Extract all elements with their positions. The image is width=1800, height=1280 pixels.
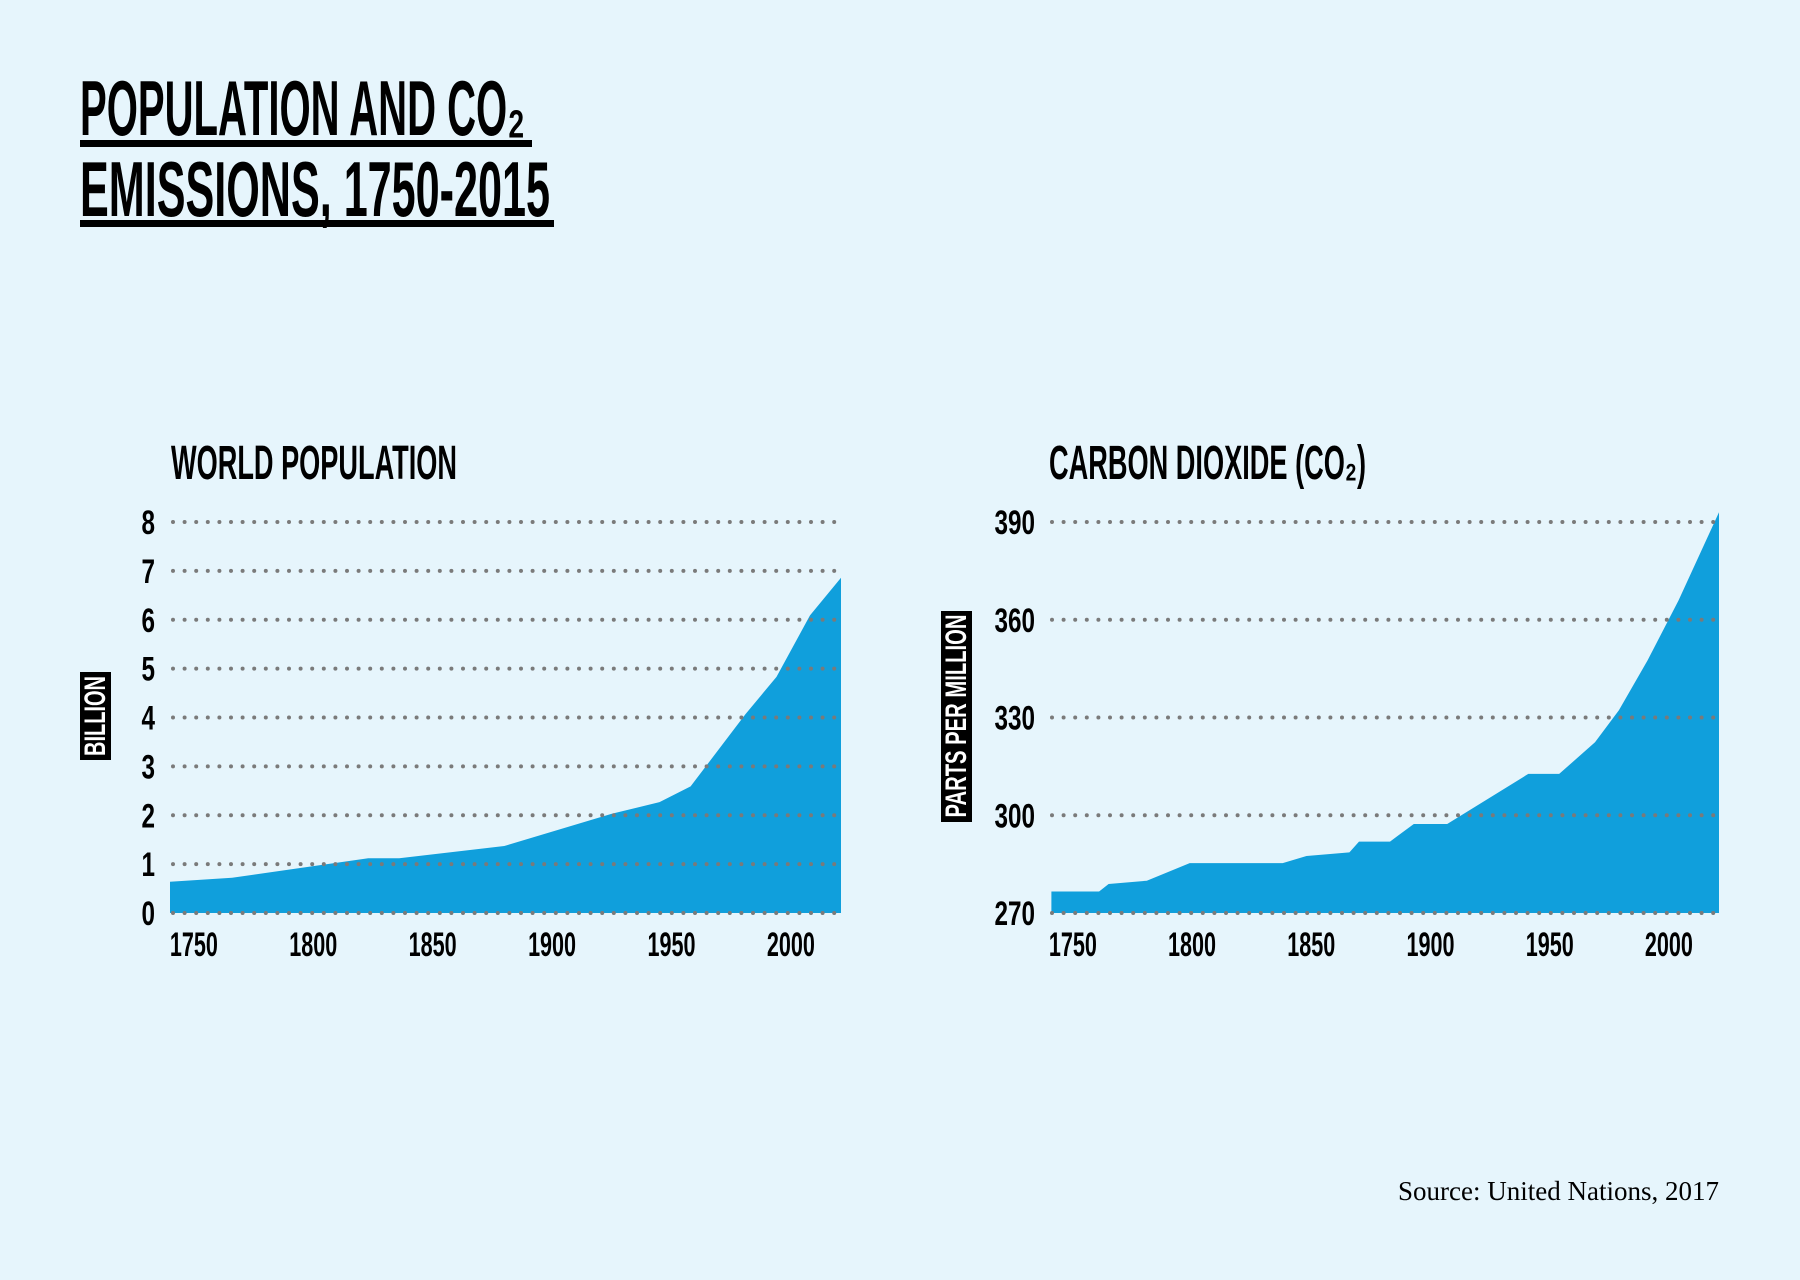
y-tick-label: 4 <box>142 700 156 738</box>
y-tick-label: 300 <box>995 797 1036 835</box>
y-axis-label-text: BILLION <box>79 676 112 756</box>
carbon-dioxide-chart: CARBON DIOXIDE (CO₂) PARTS PER MILLION 2… <box>940 437 1721 964</box>
x-tick-label: 1750 <box>1049 926 1097 964</box>
y-tick-label: 0 <box>142 895 156 933</box>
world-population-chart: WORLD POPULATION BILLION 0 1 2 3 4 5 6 7 8 1750 18… <box>79 437 843 964</box>
y-tick-label: 270 <box>995 895 1036 933</box>
y-axis-label-box <box>80 672 111 760</box>
x-tick-label: 1900 <box>528 926 576 964</box>
source-note: Source: United Nations, 2017 <box>1398 1176 1719 1206</box>
y-tick-label: 6 <box>142 602 156 640</box>
main-title: POPULATION AND CO₂ EMISSIONS, 1750-2015 <box>80 64 554 233</box>
y-tick-label: 7 <box>142 553 156 591</box>
x-tick-label: 1950 <box>1526 926 1574 964</box>
x-tick-label: 1950 <box>647 926 695 964</box>
y-axis-label-text: PARTS PER MILLION <box>940 615 973 818</box>
y-tick-label: 330 <box>995 700 1036 738</box>
area-series <box>170 577 841 913</box>
x-tick-label: 1800 <box>289 926 337 964</box>
x-tick-label: 1900 <box>1406 926 1454 964</box>
chart-title: WORLD POPULATION <box>171 437 457 490</box>
y-tick-label: 3 <box>142 748 156 786</box>
y-axis-label: PARTS PER MILLION <box>940 611 973 822</box>
y-axis-label: BILLION <box>79 672 112 760</box>
title-underline-2 <box>80 220 554 227</box>
x-tick-label: 2000 <box>767 926 815 964</box>
main-title-line-1: POPULATION AND CO₂ <box>80 64 525 152</box>
y-tick-label: 1 <box>142 846 156 884</box>
y-tick-label: 2 <box>142 797 156 835</box>
x-tick-label: 1850 <box>1287 926 1335 964</box>
area-series <box>1051 512 1719 913</box>
title-underline-1 <box>80 140 532 147</box>
x-tick-label: 1800 <box>1168 926 1216 964</box>
main-title-line-2: EMISSIONS, 1750-2015 <box>80 145 550 233</box>
y-tick-label: 390 <box>995 504 1036 542</box>
y-tick-label: 360 <box>995 602 1036 640</box>
x-tick-label: 1750 <box>170 926 218 964</box>
x-tick-label: 1850 <box>409 926 457 964</box>
y-tick-label: 8 <box>142 504 156 542</box>
y-axis-label-box <box>941 611 972 822</box>
chart-title: CARBON DIOXIDE (CO₂) <box>1049 437 1366 490</box>
x-tick-label: 2000 <box>1645 926 1693 964</box>
y-tick-label: 5 <box>142 651 156 689</box>
